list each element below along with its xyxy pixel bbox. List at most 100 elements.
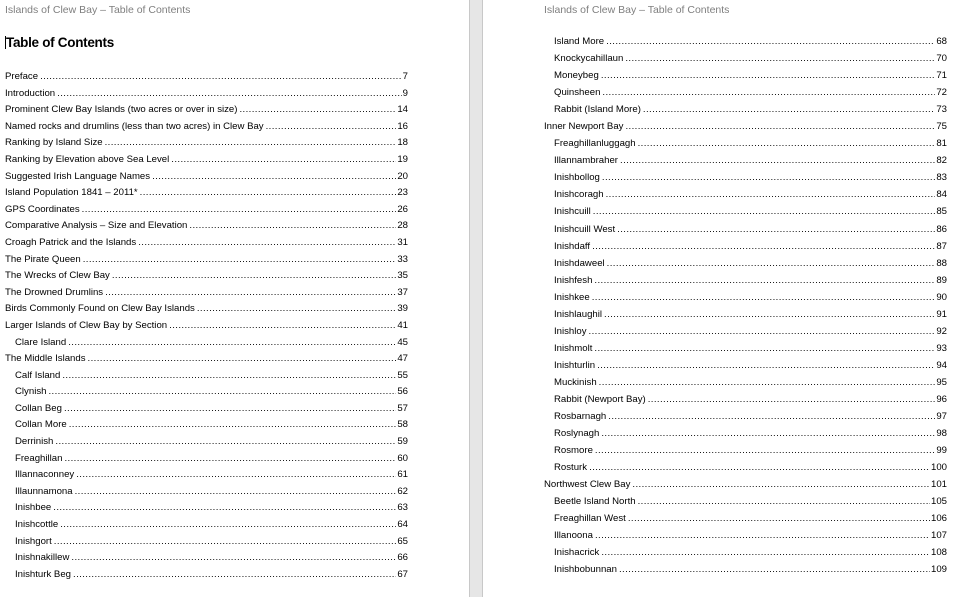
toc-entry[interactable]: Inishfesh 89 [544, 272, 947, 289]
toc-entry[interactable]: Inishkee 90 [544, 289, 947, 306]
toc-entry[interactable]: Calf Island 55 [5, 368, 408, 385]
toc-entry[interactable]: Muckinish 95 [544, 374, 947, 391]
toc-entry[interactable]: Inner Newport Bay 75 [544, 118, 947, 135]
toc-entry[interactable]: Illanoona 107 [544, 527, 947, 544]
toc-entry-label: Freaghillanluggagh [554, 138, 636, 150]
toc-entry[interactable]: Inishbee 63 [5, 500, 408, 517]
toc-entry[interactable]: Clynish 56 [5, 384, 408, 401]
dot-leader [648, 391, 936, 408]
toc-entry-label: Moneybeg [554, 70, 599, 82]
toc-entry[interactable]: Quinsheen 72 [544, 84, 947, 101]
toc-entry[interactable]: Freaghillanluggagh 81 [544, 135, 947, 152]
toc-heading[interactable]: Table of Contents [5, 35, 114, 50]
toc-entry[interactable]: The Wrecks of Clew Bay 35 [5, 268, 408, 285]
toc-entry[interactable]: Croagh Patrick and the Islands 31 [5, 235, 408, 252]
toc-entry-page: 72 [936, 87, 947, 99]
toc-entry[interactable]: The Drowned Drumlins 37 [5, 285, 408, 302]
toc-entry-page: 109 [930, 564, 947, 576]
toc-entry[interactable]: Rabbit (Newport Bay) 96 [544, 391, 947, 408]
toc-entry[interactable]: Inishdaweel 88 [544, 255, 947, 272]
text-cursor [5, 36, 6, 49]
toc-entry[interactable]: Inishcuill 85 [544, 203, 947, 220]
toc-entry[interactable]: Named rocks and drumlins (less than two … [5, 119, 408, 136]
toc-entry-page: 70 [936, 53, 947, 65]
toc-entry[interactable]: Illannambraher 82 [544, 152, 947, 169]
toc-entry[interactable]: GPS Coordinates 26 [5, 202, 408, 219]
toc-entry-page: 67 [397, 568, 408, 580]
dot-leader [595, 527, 930, 544]
toc-entry[interactable]: Rosbarnagh 97 [544, 408, 947, 425]
toc-entry[interactable]: The Middle Islands 47 [5, 351, 408, 368]
toc-entry[interactable]: Suggested Irish Language Names 20 [5, 169, 408, 186]
dot-leader [589, 459, 930, 476]
toc-entry-label: Inishfesh [554, 274, 593, 286]
toc-entry[interactable]: Inishturlin 94 [544, 357, 947, 374]
running-header: Islands of Clew Bay – Table of Contents [5, 4, 191, 16]
toc-entry[interactable]: Inishcoragh 84 [544, 186, 947, 203]
toc-entry-label: Collan Beg [15, 402, 62, 414]
toc-entry[interactable]: Derrinish 59 [5, 434, 408, 451]
toc-entry[interactable]: Roslynagh 98 [544, 425, 947, 442]
toc-entry[interactable]: Island Population 1841 – 2011* 23 [5, 185, 408, 202]
toc-entry[interactable]: Knockycahillaun 70 [544, 50, 947, 67]
toc-entry-page: 55 [397, 369, 408, 381]
toc-entry-label: Rabbit (Island More) [554, 104, 641, 116]
toc-entry-label: Inishbee [15, 502, 52, 514]
toc-entry-page: 107 [930, 530, 947, 542]
toc-entry[interactable]: Birds Commonly Found on Clew Bay Islands… [5, 301, 408, 318]
dot-leader [82, 202, 397, 219]
dot-leader [60, 517, 396, 534]
toc-entry[interactable]: Illaunnamona 62 [5, 484, 408, 501]
toc-entry[interactable]: Collan More 58 [5, 417, 408, 434]
toc-entry[interactable]: Freaghillan 60 [5, 451, 408, 468]
toc-entry[interactable]: Inishbollog 83 [544, 169, 947, 186]
toc-entry[interactable]: Inishmolt 93 [544, 340, 947, 357]
toc-entry[interactable]: Illannaconney 61 [5, 467, 408, 484]
toc-entry[interactable]: Inishdaff 87 [544, 238, 947, 255]
toc-entry[interactable]: Inishlaughil 91 [544, 306, 947, 323]
toc-entry-label: Inishmolt [554, 342, 593, 354]
toc-entry[interactable]: Introduction 9 [5, 86, 408, 103]
toc-entry[interactable]: Inishcottle 64 [5, 517, 408, 534]
toc-entry[interactable]: Ranking by Elevation above Sea Level 19 [5, 152, 408, 169]
toc-entry-label: Knockycahillaun [554, 53, 624, 65]
dot-leader [152, 169, 396, 186]
toc-entry[interactable]: Ranking by Island Size 18 [5, 135, 408, 152]
dot-leader [617, 221, 935, 238]
toc-entry[interactable]: Northwest Clew Bay 101 [544, 476, 947, 493]
toc-entry-page: 98 [936, 428, 947, 440]
toc-entry[interactable]: Inishbobunnan 109 [544, 561, 947, 578]
toc-entry[interactable]: Inishgort 65 [5, 534, 408, 551]
toc-entry-label: Inishcuill [554, 206, 591, 218]
toc-entry-label: Inishacrick [554, 547, 600, 559]
toc-entry[interactable]: Clare Island 45 [5, 335, 408, 352]
toc-entry[interactable]: Inishloy 92 [544, 323, 947, 340]
toc-entry[interactable]: Larger Islands of Clew Bay by Section 41 [5, 318, 408, 335]
toc-entry[interactable]: Preface 7 [5, 69, 408, 86]
toc-entry[interactable]: Inishcuill West 86 [544, 221, 947, 238]
toc-entry[interactable]: Prominent Clew Bay Islands (two acres or… [5, 102, 408, 119]
toc-entry[interactable]: Rabbit (Island More) 73 [544, 101, 947, 118]
toc-entry-label: Inishnakillew [15, 552, 70, 564]
toc-entry[interactable]: Inishnakillew 66 [5, 550, 408, 567]
toc-entry-page: 33 [397, 253, 408, 265]
toc-entry[interactable]: Rosturk 100 [544, 459, 947, 476]
toc-entry-label: Island Population 1841 – 2011* [5, 187, 138, 199]
dot-leader [189, 218, 396, 235]
toc-entry-label: Quinsheen [554, 87, 601, 99]
toc-entry[interactable]: Collan Beg 57 [5, 401, 408, 418]
toc-entry[interactable]: Moneybeg 71 [544, 67, 947, 84]
toc-entry[interactable]: Inishacrick 108 [544, 544, 947, 561]
toc-entry-label: Birds Commonly Found on Clew Bay Islands [5, 303, 195, 315]
toc-entry[interactable]: Island More 68 [544, 33, 947, 50]
toc-entry-label: Introduction [5, 87, 56, 99]
toc-entry[interactable]: Beetle Island North 105 [544, 493, 947, 510]
dot-leader [64, 401, 396, 418]
toc-entry[interactable]: Freaghillan West 106 [544, 510, 947, 527]
toc-entry-page: 9 [402, 87, 408, 99]
toc-entry[interactable]: Comparative Analysis – Size and Elevatio… [5, 218, 408, 235]
toc-entry[interactable]: Inishturk Beg 67 [5, 567, 408, 584]
toc-entry-page: 88 [936, 257, 947, 269]
toc-entry[interactable]: The Pirate Queen 33 [5, 252, 408, 269]
toc-entry[interactable]: Rosmore 99 [544, 442, 947, 459]
